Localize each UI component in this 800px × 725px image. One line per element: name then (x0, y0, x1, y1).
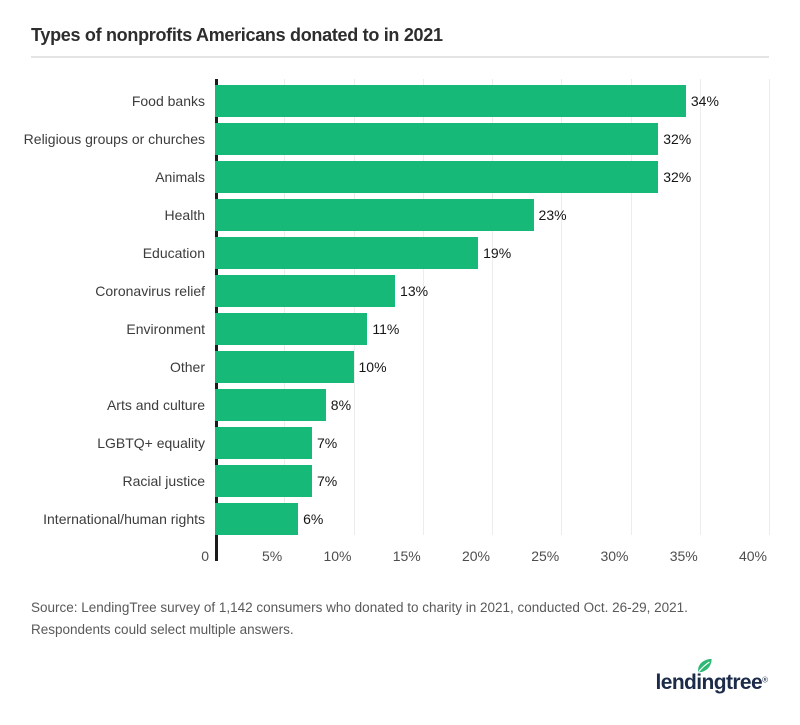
bar-row: Racial justice 7% (31, 465, 769, 497)
bar-track: 11% (215, 313, 769, 345)
bar-row: Religious groups or churches 32% (23, 123, 769, 155)
title-divider (31, 56, 769, 58)
bar-row: Arts and culture 8% (31, 389, 769, 421)
bar (215, 465, 312, 497)
bar (215, 427, 312, 459)
category-label: Education (142, 245, 205, 261)
bar-row: Animals 32% (31, 161, 769, 193)
infographic: Types of nonprofits Americans donated to… (0, 25, 800, 695)
value-label: 11% (372, 321, 400, 337)
value-label: 8% (330, 397, 352, 413)
bar-row: Coronavirus relief 13% (31, 275, 769, 307)
bar (215, 123, 659, 155)
bar (215, 389, 326, 421)
bar-track: 7% (215, 465, 769, 497)
value-label: 7% (316, 473, 338, 489)
category-label: Animals (155, 169, 205, 185)
bar-track: 7% (215, 427, 769, 459)
bar-rows: Food banks 34% Religious groups or churche… (23, 79, 769, 535)
bar-row: Education 19% (31, 237, 769, 269)
x-tick-label: 40% (738, 548, 767, 564)
bar-row: Health 23% (31, 199, 769, 231)
bar-track: 13% (215, 275, 769, 307)
bar-row: Environment 11% (31, 313, 769, 345)
bar-row: Other 10% (31, 351, 769, 383)
value-label: 10% (358, 359, 387, 375)
category-label: Health (164, 207, 205, 223)
bar (215, 85, 686, 117)
bar-track: 32% (215, 123, 769, 155)
page-title: Types of nonprofits Americans donated to… (31, 25, 443, 45)
bar-track: 6% (215, 503, 769, 535)
bar (215, 237, 479, 269)
category-label: Other (169, 359, 205, 375)
x-tick-label: 10% (323, 548, 352, 564)
bar (215, 503, 299, 535)
x-tick-label: 30% (600, 548, 629, 564)
bar-track: 23% (215, 199, 769, 231)
value-label: 32% (663, 169, 692, 185)
category-label: Food banks (131, 93, 205, 109)
bar (215, 275, 396, 307)
value-label: 34% (690, 93, 719, 109)
logo-wordmark: lendingtree (655, 671, 763, 695)
bar-row: LGBTQ+ equality 7% (31, 427, 769, 459)
bar (215, 161, 659, 193)
source-note: Source: LendingTree survey of 1,142 cons… (31, 600, 688, 637)
bar-track: 8% (215, 389, 769, 421)
bar (215, 313, 368, 345)
category-label: Coronavirus relief (95, 283, 205, 299)
category-label: International/human rights (43, 511, 205, 527)
bar (215, 351, 354, 383)
bar-row: International/human rights 6% (31, 503, 769, 535)
x-tick-label: 0 (201, 548, 209, 564)
bar (215, 199, 534, 231)
value-label: 23% (538, 207, 567, 223)
bar-track: 34% (215, 85, 769, 117)
bar-row: Food banks 34% (31, 85, 769, 117)
bar-track: 19% (215, 237, 769, 269)
bar-track: 10% (215, 351, 769, 383)
logo-container: lendingtree® (31, 658, 769, 695)
category-label: Arts and culture (106, 397, 205, 413)
x-tick-label: 15% (392, 548, 421, 564)
gridline (769, 79, 770, 535)
x-tick-label: 35% (669, 548, 698, 564)
value-label: 19% (483, 245, 512, 261)
value-label: 32% (663, 131, 692, 147)
registered-mark: ® (762, 675, 768, 685)
x-axis: 0 5% 10% 15% 20% 25% 30% 35% 40% (201, 541, 769, 567)
x-tick-label: 5% (262, 548, 283, 564)
lendingtree-logo: lendingtree® (655, 658, 768, 695)
category-label: Environment (126, 321, 205, 337)
x-tick-label: 20% (461, 548, 490, 564)
category-label: LGBTQ+ equality (97, 435, 205, 451)
x-tick-label: 25% (531, 548, 560, 564)
value-label: 7% (316, 435, 338, 451)
category-label: Religious groups or churches (23, 131, 205, 147)
value-label: 13% (400, 283, 429, 299)
bar-chart: Food banks 34% Religious groups or churche… (23, 79, 770, 567)
leaf-icon (697, 659, 712, 673)
category-label: Racial justice (122, 473, 205, 489)
value-label: 6% (303, 511, 324, 527)
bar-track: 32% (215, 161, 769, 193)
